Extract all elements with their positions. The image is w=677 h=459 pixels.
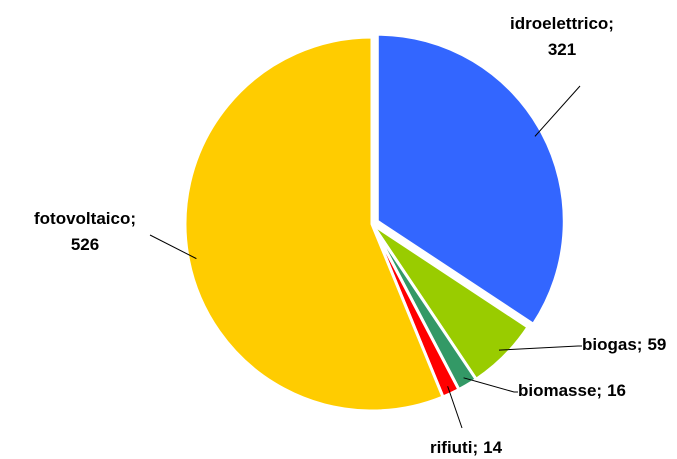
label-value: 321 bbox=[548, 40, 576, 59]
leader-line bbox=[447, 386, 463, 429]
leader-line bbox=[534, 85, 581, 137]
data-label: biomasse; 16 bbox=[518, 381, 626, 400]
label-value: 59 bbox=[647, 335, 666, 354]
label-category: fotovoltaico; bbox=[34, 209, 136, 228]
leader-line bbox=[498, 345, 582, 351]
pie-slice bbox=[375, 32, 566, 327]
label-value: 14 bbox=[483, 438, 502, 457]
label-value: 526 bbox=[71, 235, 99, 254]
label-category: idroelettrico; bbox=[510, 14, 614, 33]
pie-slice bbox=[183, 35, 445, 413]
label-category: biomasse; bbox=[518, 381, 602, 400]
data-label: fotovoltaico; 526 bbox=[34, 209, 136, 254]
label-value: 16 bbox=[607, 381, 626, 400]
label-category: rifiuti; bbox=[430, 438, 478, 457]
data-label: rifiuti; 14 bbox=[430, 438, 503, 457]
data-label: biogas; 59 bbox=[582, 335, 666, 354]
label-category: biogas; bbox=[582, 335, 642, 354]
data-label: idroelettrico; 321 bbox=[510, 14, 614, 59]
leader-line bbox=[463, 377, 518, 393]
leader-line bbox=[149, 234, 197, 260]
